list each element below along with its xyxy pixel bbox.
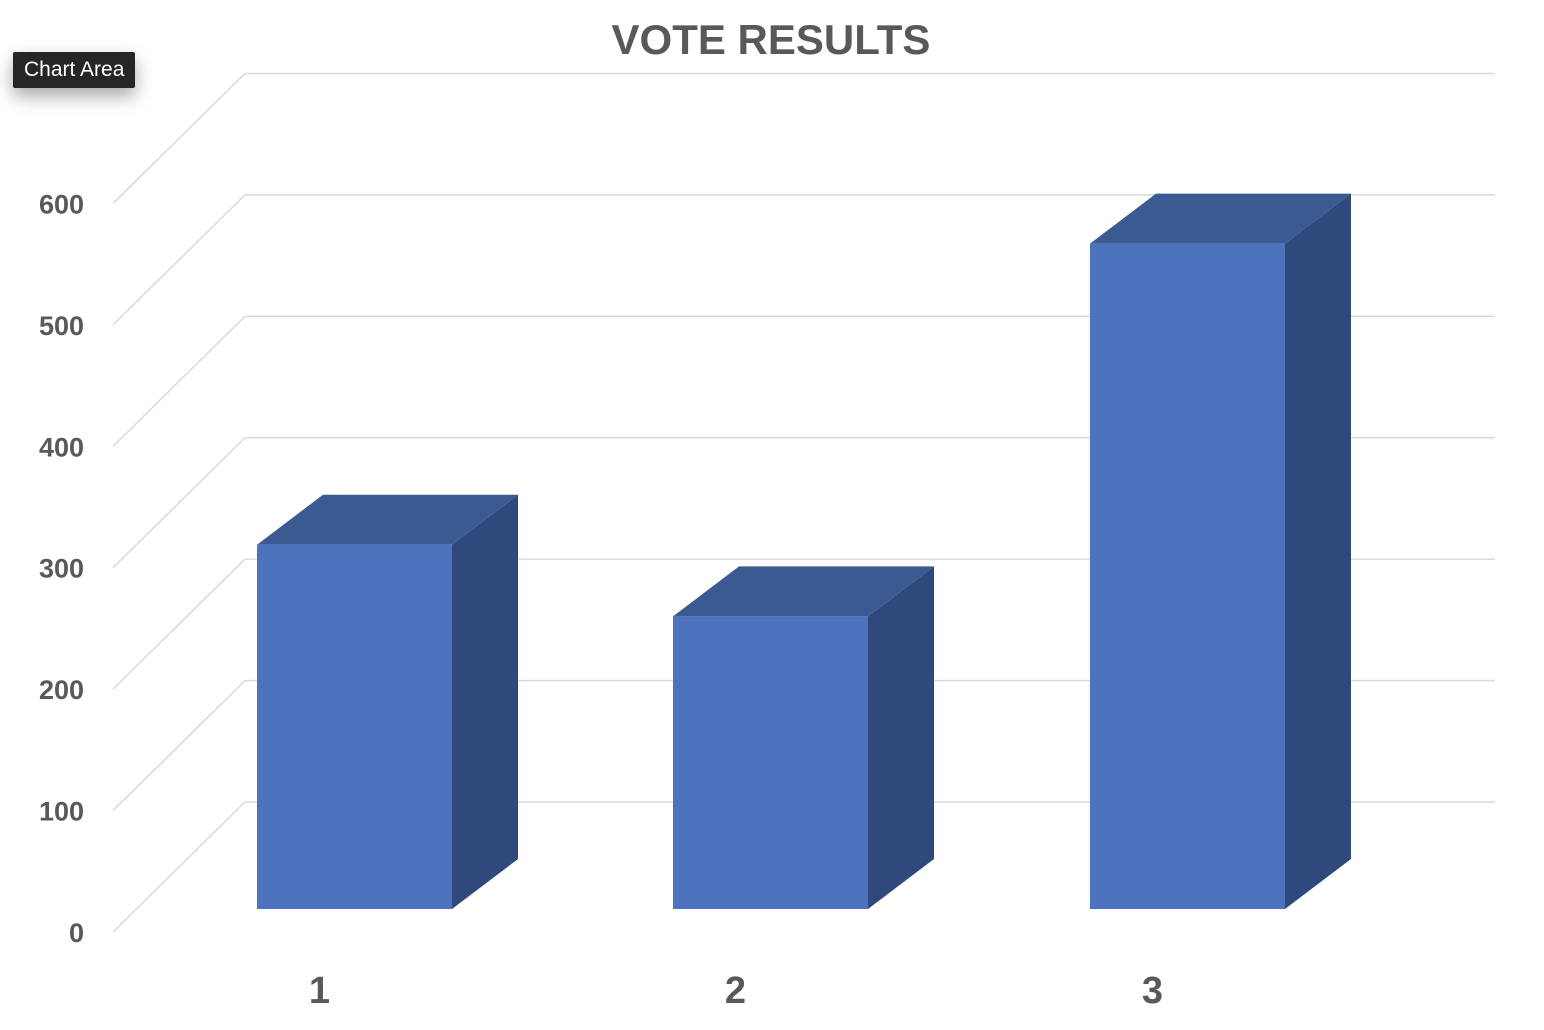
- gridline-floor-100: [112, 680, 246, 812]
- bar-top-face: [257, 494, 518, 545]
- bar-front-face: [257, 544, 452, 909]
- chart-title: VOTE RESULTS: [612, 16, 931, 63]
- gridline-floor-600: [112, 72, 246, 205]
- gridline-floor-300: [112, 437, 246, 569]
- gridline-floor-200: [112, 558, 246, 690]
- y-tick-label: 500: [39, 311, 84, 341]
- bar-top-face: [1090, 193, 1351, 244]
- bar-side-face: [868, 566, 934, 909]
- y-tick-label: 400: [39, 432, 84, 462]
- bar-top-face: [673, 566, 934, 617]
- y-axis: 0 100 200 300 400 500 600: [39, 189, 84, 948]
- y-tick-label: 0: [69, 918, 84, 948]
- chart-area-tooltip: Chart Area: [13, 52, 136, 88]
- y-tick-label: 100: [39, 797, 84, 827]
- bar-1[interactable]: [257, 494, 518, 909]
- y-tick-label: 600: [39, 189, 84, 219]
- bar-side-face: [1285, 193, 1351, 909]
- gridline-floor-500: [112, 194, 246, 326]
- y-tick-label: 300: [39, 554, 84, 584]
- y-tick-label: 200: [39, 675, 84, 705]
- x-tick-label: 1: [309, 970, 330, 1012]
- bar-3[interactable]: [1090, 193, 1351, 909]
- bar-front-face: [673, 616, 868, 909]
- bar-side-face: [452, 494, 518, 909]
- bar-2[interactable]: [673, 566, 934, 909]
- x-tick-label: 2: [725, 970, 746, 1012]
- gridline-floor-0: [112, 801, 246, 933]
- bars: [257, 193, 1351, 909]
- bar-front-face: [1090, 243, 1285, 909]
- x-tick-label: 3: [1142, 970, 1163, 1012]
- x-axis: 1 2 3: [309, 970, 1163, 1012]
- gridline-floor-400: [112, 315, 246, 447]
